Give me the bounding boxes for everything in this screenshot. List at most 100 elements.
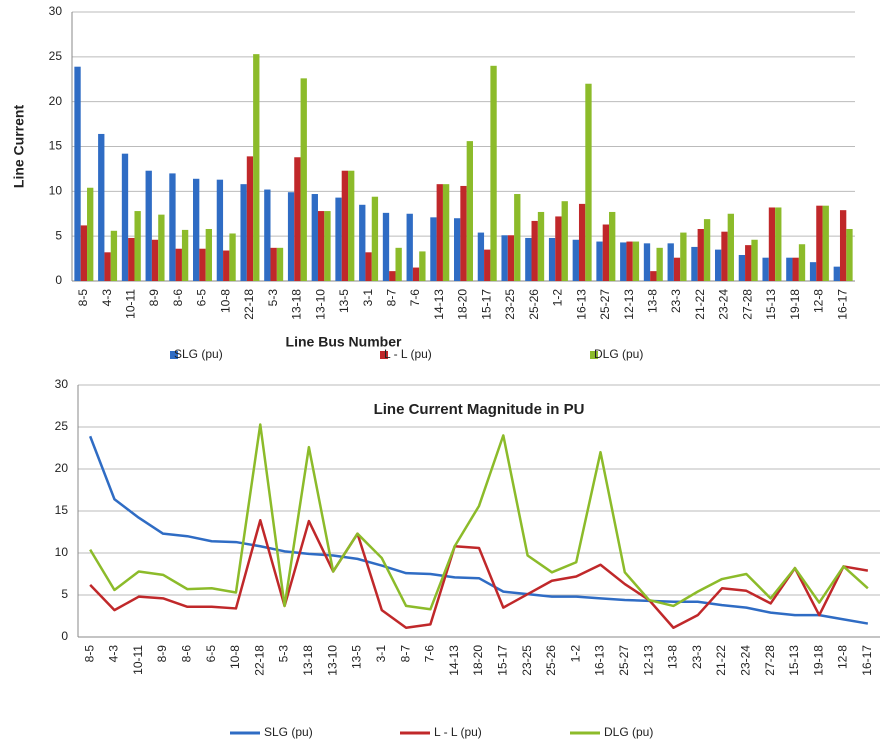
bar [300, 78, 307, 281]
x-tick-label: 6-5 [204, 645, 218, 663]
bar [121, 153, 129, 281]
x-tick-label: 25-26 [527, 289, 541, 320]
bar [809, 262, 817, 281]
bar [572, 239, 579, 281]
bar [264, 189, 271, 281]
x-tick-label: 10-11 [131, 645, 145, 675]
bar [436, 184, 443, 281]
bar [632, 241, 640, 281]
bar [727, 213, 734, 281]
legend-label: SLG (pu) [264, 725, 313, 739]
bar [643, 243, 651, 281]
bar [395, 247, 402, 281]
bar [454, 218, 461, 281]
bar [578, 203, 586, 281]
x-tick-label: 23-24 [739, 645, 753, 676]
y-tick-label: 20 [49, 94, 63, 108]
x-tick-label: 21-22 [714, 645, 728, 676]
y-tick-label: 30 [55, 377, 69, 391]
bar [412, 267, 420, 281]
legend-label: SLG (pu) [174, 347, 223, 361]
bar [650, 271, 657, 281]
bar [768, 207, 776, 281]
x-tick-label: 27-28 [763, 645, 777, 676]
x-tick-label: 8-9 [155, 645, 169, 663]
bar [246, 156, 254, 281]
bar [514, 194, 521, 281]
y-tick-label: 25 [55, 419, 69, 433]
x-tick-label: 25-27 [598, 289, 612, 320]
x-tick-label: 18-20 [456, 289, 470, 320]
x-tick-label: 25-27 [617, 645, 631, 676]
bar [128, 237, 135, 281]
x-tick-label: 16-13 [574, 289, 588, 320]
bar [104, 252, 111, 281]
x-tick-label: 13-5 [350, 645, 364, 669]
x-tick-label: 25-26 [544, 645, 558, 676]
bar [697, 228, 704, 281]
bar [816, 205, 823, 281]
bar [134, 211, 141, 281]
legend-label: DLG (pu) [604, 725, 653, 739]
bar [311, 194, 318, 281]
x-tick-label: 13-10 [313, 289, 327, 320]
bar [216, 179, 224, 281]
y-tick-label: 15 [55, 503, 69, 517]
x-tick-label: 1-2 [568, 645, 582, 663]
bar [822, 205, 829, 281]
bar [602, 224, 610, 281]
bar [798, 244, 806, 281]
bar [151, 239, 159, 281]
bar [158, 214, 165, 281]
bar [359, 204, 366, 281]
x-tick-label: 8-5 [82, 645, 96, 663]
bar [199, 248, 206, 281]
bar [382, 212, 390, 281]
bar [477, 232, 485, 281]
bar [839, 210, 847, 281]
x-tick-label: 13-8 [645, 289, 659, 313]
bar [193, 178, 200, 281]
x-tick-label: 13-10 [325, 645, 339, 676]
bar [181, 229, 189, 281]
x-tick-label: 22-18 [252, 645, 266, 676]
x-tick-label: 10-8 [228, 645, 242, 669]
x-tick-label: 13-18 [301, 645, 315, 676]
bar [205, 228, 212, 281]
legend-label: L - L (pu) [384, 347, 432, 361]
x-tick-label: 23-24 [717, 289, 731, 320]
x-tick-label: 10-8 [218, 289, 232, 313]
x-tick-label: 5-3 [266, 289, 280, 307]
x-tick-label: 15-13 [787, 645, 801, 676]
line [89, 423, 869, 611]
x-tick-label: 8-5 [76, 289, 90, 307]
bar [406, 213, 413, 281]
bar [561, 201, 568, 281]
bar [490, 65, 497, 281]
x-tick-label: 12-13 [622, 289, 636, 320]
bar [596, 241, 603, 281]
bar [786, 257, 793, 281]
x-tick-label: 18-20 [471, 645, 485, 676]
x-tick-label: 19-18 [811, 645, 825, 676]
bar [240, 184, 247, 281]
bar [365, 252, 372, 281]
y-tick-label: 0 [55, 273, 62, 287]
bar [324, 211, 331, 281]
x-tick-label: 23-25 [520, 645, 534, 676]
x-tick-label: 16-17 [835, 289, 849, 320]
bar [620, 242, 627, 281]
legend-swatch [590, 351, 598, 359]
bar [223, 250, 230, 281]
bar [667, 243, 674, 281]
bar [110, 230, 118, 281]
bar [745, 245, 752, 281]
x-tick-label: 15-13 [764, 289, 778, 320]
x-tick-label: 12-13 [641, 645, 655, 676]
x-tick-label: 12-8 [812, 289, 826, 313]
y-tick-label: 10 [55, 545, 69, 559]
bar [721, 231, 728, 281]
x-tick-label: 8-7 [384, 289, 398, 307]
bar [626, 241, 633, 281]
bar [484, 249, 491, 281]
